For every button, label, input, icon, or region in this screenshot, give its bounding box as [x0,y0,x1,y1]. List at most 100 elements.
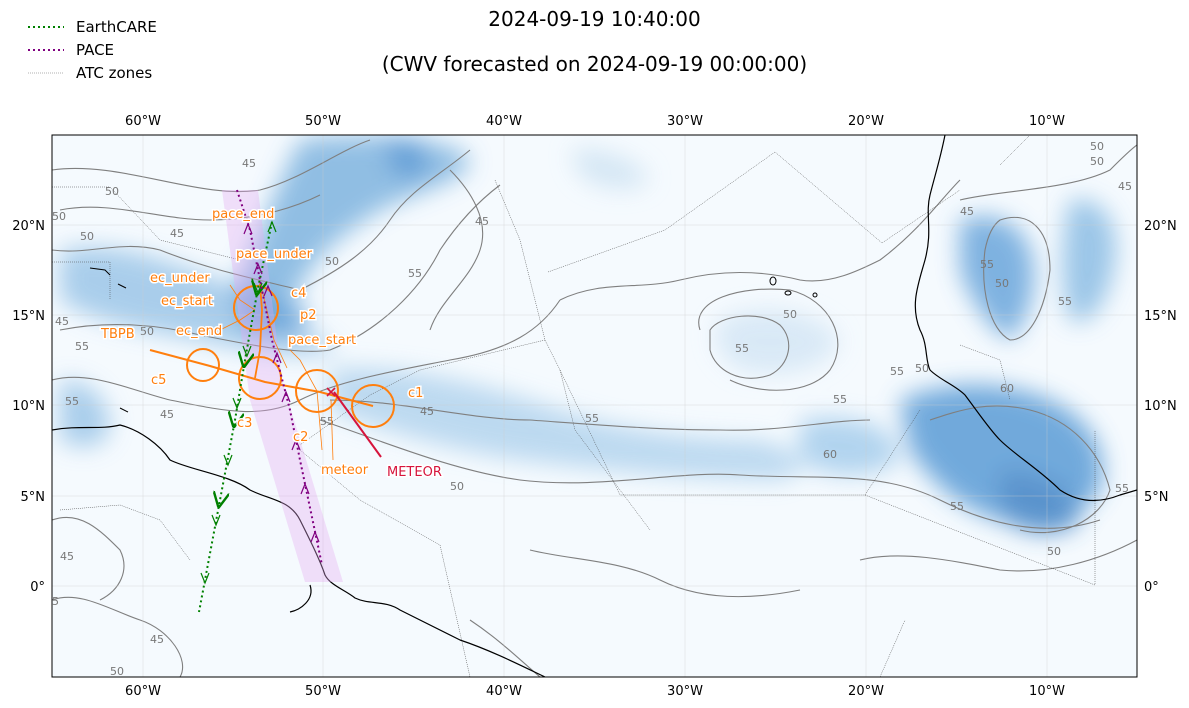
pace-arrows [243,222,320,543]
label-c3: c3 [237,416,252,431]
lon-tick-label: 60°W [125,114,161,129]
label-ec-end: ec_end [176,324,222,339]
lat-ticks-right: 20°N 15°N 10°N 5°N 0° [1144,219,1177,595]
lon-tick-label: 10°W [1029,684,1065,699]
contour-label: 45 [1118,180,1132,193]
map-subtitle: (CWV forecasted on 2024-09-19 00:00:00) [381,52,808,76]
label-tbpb: TBPB [100,327,135,342]
lat-tick-label: 20°N [1144,219,1177,234]
lat-tick-label: 10°N [12,399,45,414]
atc-zones-line-swatch [28,72,64,73]
contour-label: 50 [105,185,119,198]
contour-label: 50 [52,210,66,223]
meteor-position-marker [326,387,336,397]
label-meteor-track: METEOR [387,465,442,480]
contour-label: 45 [160,408,174,421]
lon-ticks-bottom: 60°W 50°W 40°W 30°W 20°W 10°W [125,684,1065,699]
contour-label: 50 [140,325,154,338]
coastlines [52,135,1137,677]
legend-label: EarthCARE [76,17,157,36]
contour-label: 45 [55,315,69,328]
label-p2: p2 [300,308,317,323]
label-ec-start: ec_start [161,294,213,309]
contour-label: 50 [110,665,124,678]
label-pace-end: pace_end [212,207,274,222]
contour-label: 55 [1058,295,1072,308]
map-content: 45 50 50 45 55 50 55 50 45 55 45 45 55 5… [45,135,1137,678]
islands [89,267,818,413]
contour-label: 55 [890,365,904,378]
contour-label: 50 [1090,140,1104,153]
legend-item-atc-zones: ATC zones [28,61,157,84]
flight-circle-c1 [351,384,395,428]
contour-label: 50 [1047,545,1061,558]
contour-label: 55 [980,258,994,271]
lat-tick-label: 0° [1144,580,1159,595]
flight-circle-c2 [295,369,339,413]
lat-ticks-left: 20°N 15°N 10°N 5°N 0° [12,219,45,595]
legend-item-pace: PACE [28,38,157,61]
lon-tick-label: 40°W [486,684,522,699]
earthcare-line-swatch [28,25,64,28]
map-frame [51,134,1138,678]
contour-label: 55 [320,415,334,428]
label-c1: c1 [408,386,423,401]
legend-label: PACE [76,40,115,59]
contour-label: 45 [475,215,489,228]
label-c5: c5 [151,373,166,388]
lon-tick-label: 50°W [305,684,341,699]
contour-label: 55 [65,395,79,408]
lat-tick-label: 15°N [1144,309,1177,324]
contour-label: 45 [960,205,974,218]
lon-ticks-top: 60°W 50°W 40°W 30°W 20°W 10°W [125,114,1065,129]
contour-label: 55 [408,267,422,280]
meteor-track [326,387,382,458]
label-ec-under: ec_under [150,271,210,286]
contour-label: 55 [1115,482,1129,495]
label-pace-start: pace_start [288,333,356,348]
lat-tick-label: 5°N [21,490,46,505]
contour-label: 55 [833,393,847,406]
pace-line-swatch [28,48,64,51]
contour-label: 45 [242,157,256,170]
contour-label: 45 [60,550,74,563]
contour-label: 45 [150,633,164,646]
contour-label: 50 [80,230,94,243]
label-pace-under: pace_under [236,247,313,262]
contour-label: 50 [450,480,464,493]
contour-label: 50 [915,362,929,375]
contour-label: 50 [995,277,1009,290]
lon-tick-label: 10°W [1029,114,1065,129]
contour-label: 45 [420,405,434,418]
cwv-contours [52,139,1137,677]
lat-tick-label: 0° [30,580,45,595]
contour-label: 50 [325,255,339,268]
lon-tick-label: 60°W [125,684,161,699]
contour-label: 55 [75,340,89,353]
track-labels: pace_end pace_under ec_under ec_start c4… [99,206,444,482]
lon-tick-label: 50°W [305,114,341,129]
lat-tick-label: 10°N [1144,399,1177,414]
label-c2: c2 [293,430,308,445]
label-c4: c4 [291,286,306,301]
contour-label: 60 [823,448,837,461]
lat-tick-label: 15°N [12,309,45,324]
contour-label: 50 [1090,155,1104,168]
lon-tick-label: 30°W [667,114,703,129]
contour-label: 45 [170,227,184,240]
lon-tick-label: 30°W [667,684,703,699]
earthcare-arrows [200,220,277,585]
map-title: 2024-09-19 10:40:00 [488,7,701,31]
lat-tick-label: 20°N [12,219,45,234]
atc-zones [52,135,1096,677]
lon-tick-label: 20°W [848,684,884,699]
contour-label: 55 [735,342,749,355]
contour-label: 55 [950,500,964,513]
graticule [52,135,1137,677]
lon-tick-label: 20°W [848,114,884,129]
legend-label: ATC zones [76,63,153,82]
contour-label: 50 [783,308,797,321]
contour-label: 55 [45,595,59,608]
label-meteor: meteor [321,463,369,478]
